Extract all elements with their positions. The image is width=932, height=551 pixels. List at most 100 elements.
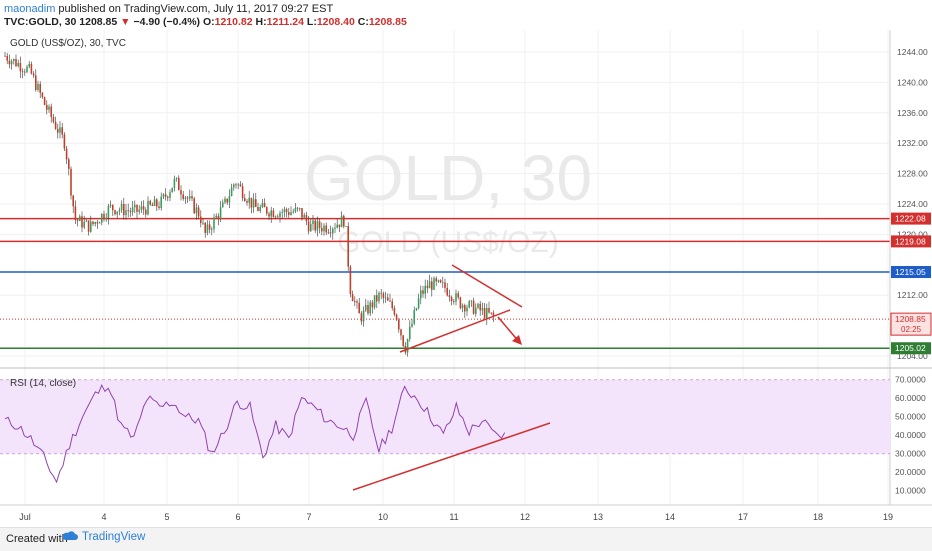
candle-body <box>57 128 59 133</box>
candle-body <box>384 297 387 299</box>
candle-body <box>316 221 319 231</box>
symbol-label: TVC:GOLD, 30 <box>4 16 77 28</box>
candle-body <box>226 198 228 203</box>
candle-body <box>477 303 479 308</box>
level-tag <box>891 266 931 279</box>
candle-body <box>169 192 171 198</box>
candle-body <box>424 285 426 294</box>
candle-body <box>8 60 11 65</box>
rsi-tick-label: 70.0000 <box>895 375 926 385</box>
cloud-logo-icon <box>62 531 78 540</box>
candle-body <box>15 58 17 67</box>
candle-body <box>197 207 200 217</box>
candle-body <box>301 208 303 218</box>
triangle-upper-line[interactable] <box>451 264 523 308</box>
candle-body <box>409 326 411 340</box>
candle-body <box>191 196 193 199</box>
level-tag-label: 1215.05 <box>895 267 926 277</box>
chart-frame[interactable]: GOLD, 30 GOLD (US$/OZ) GOLD (US$/OZ), 30… <box>0 30 932 527</box>
candle-body <box>457 293 459 298</box>
candle-body <box>437 280 440 282</box>
candle-body <box>171 187 173 193</box>
rsi-pane[interactable] <box>0 379 890 484</box>
candle-body <box>151 204 154 206</box>
candle-body <box>105 218 107 219</box>
candle-body <box>96 222 99 224</box>
candle-body <box>415 308 418 311</box>
candle-body <box>160 196 162 208</box>
candle-body <box>362 310 365 322</box>
low-value: 1208.40 <box>316 16 355 28</box>
chart-header: maonadim published on TradingView.com, J… <box>0 0 932 30</box>
candle-body <box>472 300 475 314</box>
candle-body <box>149 200 151 205</box>
candle-body <box>81 216 83 228</box>
price-tick-label: 1228.00 <box>897 169 928 179</box>
candle-body <box>303 214 305 218</box>
footer: Created with TradingView <box>0 527 932 551</box>
candle-body <box>400 329 402 336</box>
candle-body <box>334 227 336 229</box>
candle-body <box>131 207 134 213</box>
candle-body <box>156 199 158 207</box>
candle-body <box>420 290 422 299</box>
candle-body <box>466 307 468 312</box>
close-value: 1208.85 <box>368 16 407 28</box>
time-tick-label: 4 <box>101 512 106 522</box>
last-price: 1208.85 <box>79 16 118 28</box>
candle-body <box>486 307 488 319</box>
candle-body <box>74 206 77 221</box>
time-tick-label: 19 <box>883 512 893 522</box>
candle-body <box>35 75 37 90</box>
candle-body <box>142 206 145 210</box>
triangle-lower-line[interactable] <box>399 309 511 353</box>
price-axis[interactable] <box>890 30 932 368</box>
candle-body <box>94 222 96 225</box>
candle-body <box>444 282 446 288</box>
last-price-tag-label: 1208.85 <box>895 314 926 324</box>
candle-body <box>481 308 484 311</box>
candle-body <box>182 194 184 199</box>
candle-body <box>85 220 88 222</box>
candle-body <box>373 295 376 308</box>
candle-body <box>398 320 400 330</box>
price-tick-label: 1240.00 <box>897 77 928 87</box>
tradingview-brand[interactable]: TradingView <box>62 531 145 543</box>
candle-body <box>244 198 246 202</box>
candle-body <box>442 282 444 284</box>
candle-body <box>435 278 437 282</box>
author-link[interactable]: maonadim <box>4 3 56 15</box>
rsi-line <box>4 384 506 484</box>
watermark-symbol: GOLD, 30 <box>304 142 592 214</box>
triangle-drawing[interactable] <box>399 264 523 353</box>
candle-body <box>48 106 50 110</box>
open-label: O: <box>202 16 215 28</box>
candle-body <box>43 97 46 105</box>
candle-body <box>492 312 495 317</box>
time-tick-label: 5 <box>164 512 169 522</box>
level-tag <box>891 212 931 225</box>
rsi-tick-label: 20.0000 <box>895 467 926 477</box>
chart-svg[interactable]: GOLD, 30 GOLD (US$/OZ) GOLD (US$/OZ), 30… <box>0 30 932 527</box>
candle-body <box>395 314 398 321</box>
candle-body <box>325 225 327 233</box>
candle-body <box>76 220 79 221</box>
candle-body <box>250 197 253 208</box>
candle-body <box>65 148 68 160</box>
candle-body <box>72 195 74 207</box>
candle-body <box>431 281 433 290</box>
price-tick-label: 1236.00 <box>897 108 928 118</box>
candle-body <box>266 207 268 214</box>
candle-body <box>332 228 334 234</box>
rsi-trendline[interactable] <box>352 422 551 491</box>
candle-body <box>459 297 462 309</box>
candle-body <box>391 301 393 308</box>
candle-body <box>87 220 90 232</box>
price-pane[interactable] <box>0 30 890 368</box>
candle-body <box>428 281 431 289</box>
time-tick-label: 13 <box>593 512 603 522</box>
price-change: −4.90 (−0.4%) <box>133 16 201 28</box>
candle-body <box>369 302 371 314</box>
candle-body <box>202 222 204 224</box>
candle-body <box>63 134 66 149</box>
